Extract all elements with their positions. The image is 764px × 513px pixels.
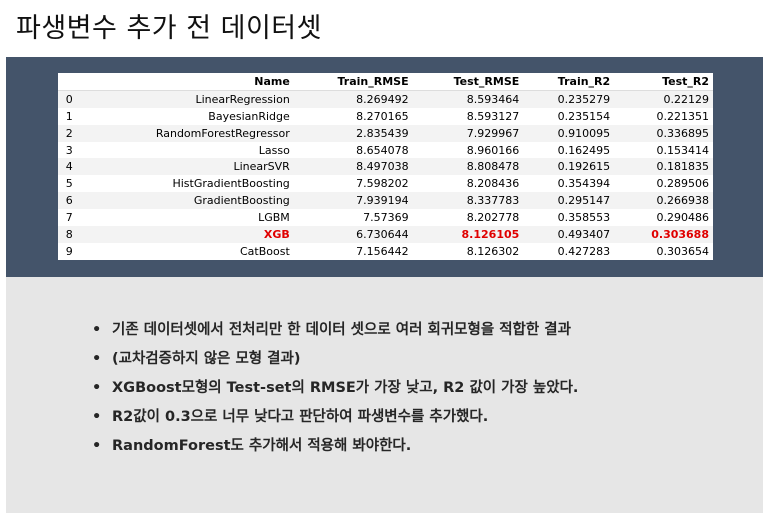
cell-name: LinearRegression: [195, 92, 290, 106]
table-row: 8 XGB 6.730644 8.126105 0.493407 0.303688: [58, 226, 713, 243]
cell-test-r2: 0.153414: [656, 143, 710, 157]
cell-test-rmse: 8.593464: [466, 92, 520, 106]
cell-test-r2: 0.221351: [656, 109, 710, 123]
cell-index: 9: [65, 244, 73, 258]
cell-test-r2: 0.289506: [656, 177, 710, 191]
table-header-row: Name Train_RMSE Test_RMSE Train_R2 Test_…: [58, 73, 713, 91]
cell-name: LinearSVR: [233, 160, 290, 174]
table-row: 0 LinearRegression 8.269492 8.593464 0.23527…: [58, 90, 713, 108]
cell-train-rmse: 7.939194: [356, 194, 409, 208]
table-row: 3 Lasso 8.654078 8.960166 0.162495 0.153414: [58, 142, 713, 159]
cell-train-rmse: 8.654078: [356, 143, 409, 157]
cell-name: BayesianRidge: [208, 109, 290, 123]
cell-test-rmse: 8.202778: [466, 211, 520, 225]
cell-train-rmse: 2.835439: [356, 126, 409, 140]
header-test-r2: Test_R2: [614, 73, 713, 91]
table-row: 2 RandomForestRegressor 2.835439 7.929967 0.…: [58, 124, 713, 142]
slide-title: 파생변수 추가 전 데이터셋: [16, 13, 322, 44]
note-item: RandomForest도 추가해서 적용해 봐야한다.: [92, 432, 578, 461]
cell-name: Lasso: [258, 143, 290, 157]
cell-name: HistGradientBoosting: [172, 177, 290, 191]
cell-index: 1: [65, 109, 73, 123]
cell-train-r2: 0.910095: [557, 126, 611, 140]
cell-name: LGBM: [258, 211, 290, 225]
cell-index: 5: [65, 177, 73, 191]
cell-test-rmse: 8.208436: [466, 177, 520, 191]
cell-name: CatBoost: [240, 244, 290, 258]
cell-index: 2: [65, 126, 73, 140]
cell-test-rmse: 8.808478: [466, 160, 520, 174]
note-item: XGBoost모형의 Test-set의 RMSE가 가장 낮고, R2 값이 …: [92, 374, 578, 403]
header-train-rmse: Train_RMSE: [293, 73, 413, 91]
cell-train-rmse: 7.598202: [356, 177, 409, 191]
note-item: (교차검증하지 않은 모형 결과): [92, 345, 578, 374]
cell-index: 6: [65, 194, 73, 208]
cell-index: 8: [65, 227, 73, 241]
cell-test-r2: 0.336895: [656, 126, 710, 140]
header-train-r2: Train_R2: [523, 73, 615, 91]
cell-test-r2: 0.22129: [663, 92, 710, 106]
cell-test-rmse: 8.126302: [466, 244, 520, 258]
note-item: R2값이 0.3으로 너무 낮다고 판단하여 파생변수를 추가했다.: [92, 403, 578, 432]
cell-train-r2: 0.162495: [557, 143, 611, 157]
header-index: [58, 73, 81, 91]
results-table: Name Train_RMSE Test_RMSE Train_R2 Test_…: [58, 73, 713, 260]
cell-train-rmse: 8.497038: [356, 160, 409, 174]
cell-name: RandomForestRegressor: [155, 126, 290, 140]
cell-train-r2: 0.192615: [557, 160, 611, 174]
cell-test-r2: 0.290486: [656, 211, 710, 225]
cell-train-r2: 0.235154: [557, 109, 611, 123]
cell-index: 0: [65, 92, 73, 106]
cell-train-r2: 0.354394: [557, 177, 611, 191]
cell-train-rmse: 6.730644: [356, 227, 409, 241]
cell-test-rmse: 8.337783: [466, 194, 520, 208]
table-row: 4 LinearSVR 8.497038 8.808478 0.192615 0.1818…: [58, 158, 713, 176]
cell-train-r2: 0.295147: [557, 194, 611, 208]
cell-test-r2: 0.303654: [656, 244, 710, 258]
table-row: 7 LGBM 7.57369 8.202778 0.358553 0.290486: [58, 209, 713, 226]
cell-name: XGB: [263, 227, 290, 241]
cell-train-rmse: 8.270165: [356, 109, 409, 123]
cell-test-r2: 0.181835: [656, 160, 710, 174]
cell-test-rmse: 8.126105: [461, 227, 520, 241]
cell-train-rmse: 7.156442: [356, 244, 409, 258]
cell-index: 4: [65, 160, 73, 174]
cell-index: 7: [65, 211, 73, 225]
cell-name: GradientBoosting: [193, 194, 290, 208]
cell-test-rmse: 7.929967: [466, 126, 520, 140]
cell-index: 3: [65, 143, 73, 157]
cell-train-r2: 0.427283: [557, 244, 611, 258]
cell-train-r2: 0.235279: [557, 92, 611, 106]
cell-test-rmse: 8.593127: [466, 109, 520, 123]
cell-train-rmse: 7.57369: [363, 211, 409, 225]
cell-test-r2: 0.303688: [651, 227, 709, 241]
table-row: 5 HistGradientBoosting 7.598202 8.208436 0.3…: [58, 175, 713, 192]
cell-train-rmse: 8.269492: [356, 92, 409, 106]
table-row: 6 GradientBoosting 7.939194 8.337783 0.29514…: [58, 192, 713, 210]
note-item: 기존 데이터셋에서 전처리만 한 데이터 셋으로 여러 회귀모형을 적합한 결과: [92, 316, 578, 345]
header-name: Name: [80, 73, 294, 91]
header-test-rmse: Test_RMSE: [412, 73, 524, 91]
cell-train-r2: 0.358553: [557, 211, 611, 225]
cell-test-rmse: 8.960166: [466, 143, 520, 157]
table-row: 9 CatBoost 7.156442 8.126302 0.427283 0.30365…: [58, 243, 713, 260]
table-row: 1 BayesianRidge 8.270165 8.593127 0.235154 0.…: [58, 108, 713, 125]
notes-list: 기존 데이터셋에서 전처리만 한 데이터 셋으로 여러 회귀모형을 적합한 결과…: [92, 316, 578, 461]
cell-train-r2: 0.493407: [557, 227, 611, 241]
cell-test-r2: 0.266938: [656, 194, 710, 208]
